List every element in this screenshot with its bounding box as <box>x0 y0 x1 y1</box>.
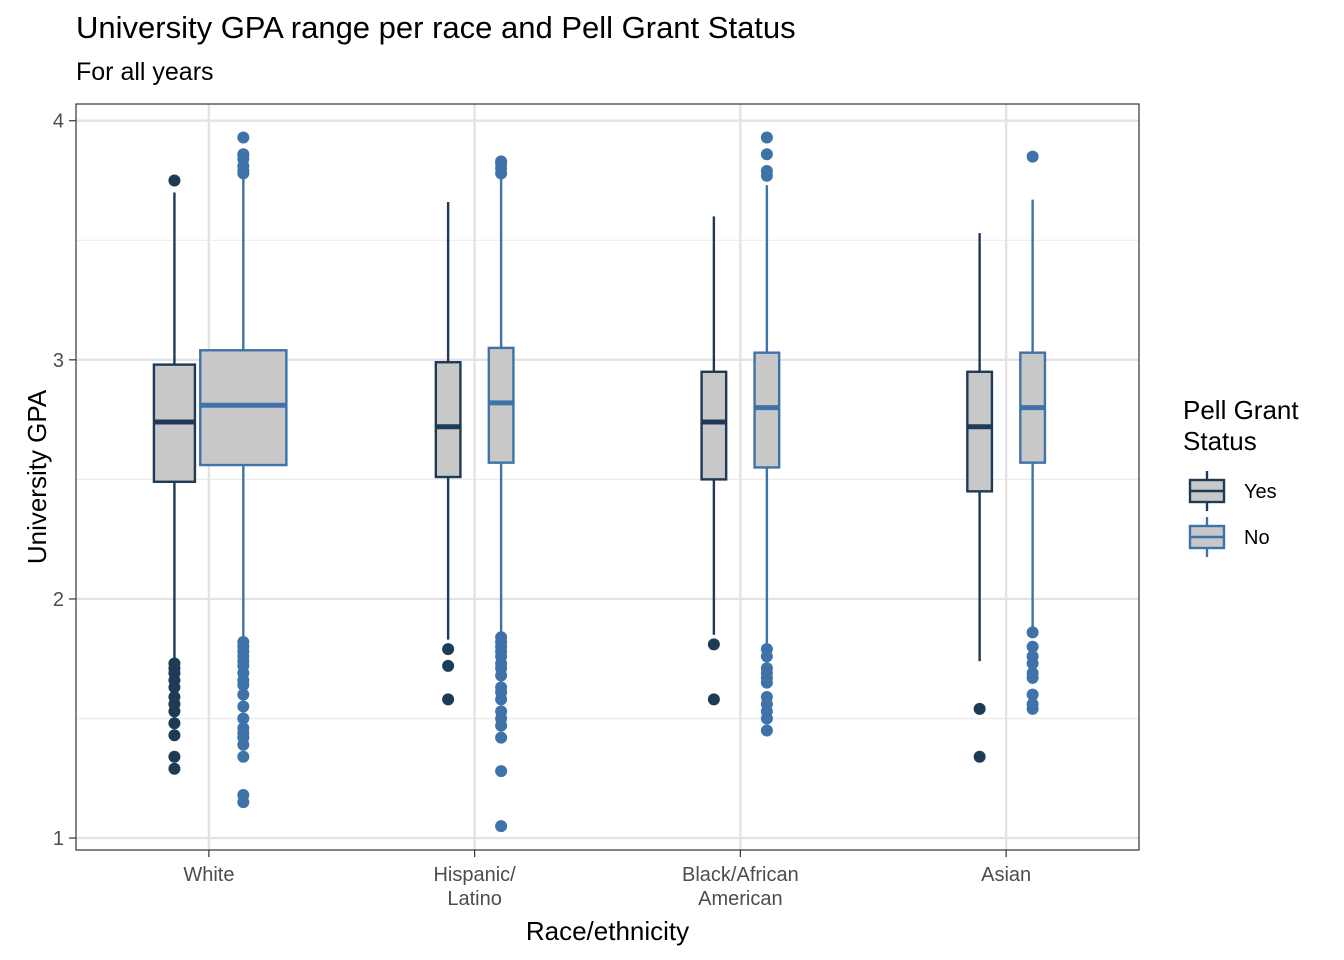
outlier-point <box>237 679 250 692</box>
outlier-point <box>707 693 720 706</box>
box-no-3 <box>1019 150 1047 715</box>
box-yes-2 <box>700 216 728 706</box>
outlier-point <box>1026 640 1039 653</box>
legend-label: No <box>1244 527 1270 549</box>
legend-item-yes: Yes <box>1188 471 1277 511</box>
outlier-point <box>495 719 508 732</box>
iqr-box <box>700 370 728 481</box>
outlier-point <box>237 131 250 144</box>
outlier-point <box>1026 688 1039 701</box>
outlier-point <box>237 738 250 751</box>
outlier-point <box>495 167 508 180</box>
legend-item-no: No <box>1188 517 1270 557</box>
outlier-point <box>760 169 773 182</box>
x-tick-label: Asian <box>981 864 1031 886</box>
outlier-point <box>168 174 181 187</box>
outlier-point <box>168 729 181 742</box>
outlier-point <box>495 765 508 778</box>
outlier-point <box>1026 626 1039 639</box>
box-yes-3 <box>966 233 994 763</box>
plot-panel <box>76 104 1139 850</box>
outlier-point <box>1026 150 1039 163</box>
y-tick-label: 4 <box>53 111 64 133</box>
outlier-point <box>760 676 773 689</box>
outlier-point <box>1026 657 1039 670</box>
outlier-point <box>237 712 250 725</box>
outlier-point <box>168 762 181 775</box>
outlier-point <box>237 700 250 713</box>
chart-subtitle: For all years <box>76 58 214 86</box>
y-axis-title: University GPA <box>22 389 52 564</box>
legend-title: Pell Grant <box>1183 395 1299 425</box>
outlier-point <box>168 750 181 763</box>
outlier-point <box>237 750 250 763</box>
outlier-point <box>495 820 508 833</box>
x-tick-label: Black/African <box>682 864 799 886</box>
box-yes-1 <box>434 202 462 706</box>
outlier-point <box>442 659 455 672</box>
iqr-box <box>434 361 462 479</box>
legend-title: Status <box>1183 426 1257 456</box>
outlier-point <box>495 731 508 744</box>
outlier-point <box>760 724 773 737</box>
outlier-point <box>168 717 181 730</box>
y-tick-label: 2 <box>53 589 64 611</box>
x-tick-label: Latino <box>447 888 502 910</box>
outlier-point <box>973 750 986 763</box>
outlier-point <box>973 702 986 715</box>
x-tick-label: White <box>183 864 234 886</box>
box-no-2 <box>753 131 781 737</box>
outlier-point <box>168 705 181 718</box>
x-tick-label: Hispanic/ <box>433 864 516 886</box>
outlier-point <box>760 712 773 725</box>
outlier-point <box>760 148 773 161</box>
outlier-point <box>495 669 508 682</box>
outlier-point <box>1026 702 1039 715</box>
chart-title: University GPA range per race and Pell G… <box>76 10 796 45</box>
outlier-point <box>442 693 455 706</box>
iqr-box <box>966 370 994 493</box>
box-no-1 <box>487 155 515 833</box>
outlier-point <box>442 643 455 656</box>
outlier-point <box>237 167 250 180</box>
outlier-point <box>237 796 250 809</box>
outlier-point <box>760 131 773 144</box>
x-axis-title: Race/ethnicity <box>526 916 689 946</box>
outlier-point <box>760 650 773 663</box>
y-tick-label: 3 <box>53 350 64 372</box>
outlier-point <box>495 693 508 706</box>
outlier-point <box>707 638 720 651</box>
x-tick-label: American <box>698 888 782 910</box>
y-tick-label: 1 <box>53 828 64 850</box>
panel-border <box>75 103 1140 851</box>
outlier-point <box>1026 671 1039 684</box>
box-yes-0 <box>152 174 197 775</box>
outlier-point <box>237 688 250 701</box>
box-no-0 <box>199 131 288 809</box>
outlier-point <box>168 681 181 694</box>
legend-label: Yes <box>1244 481 1277 503</box>
